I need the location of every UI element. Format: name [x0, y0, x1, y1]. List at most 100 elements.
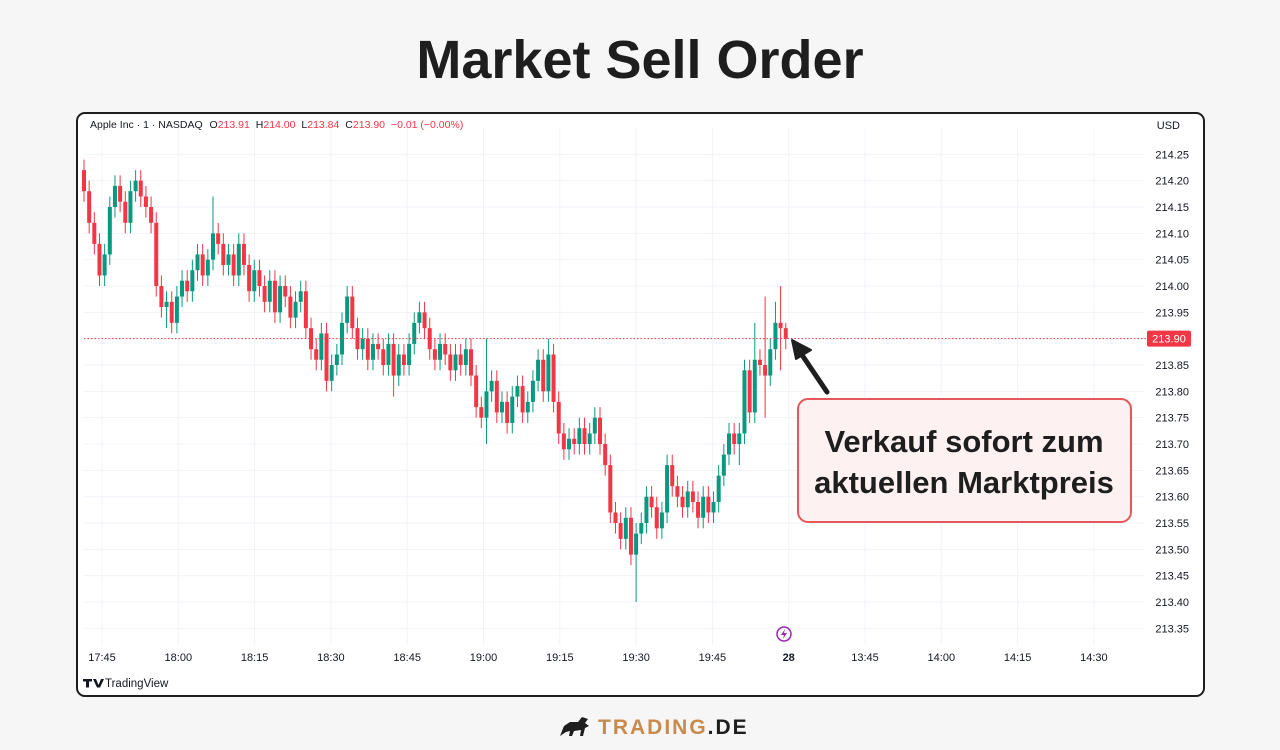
x-tick-label: 19:45 [699, 652, 727, 664]
last-price-tag [1147, 330, 1191, 347]
candle-body [87, 191, 92, 223]
x-tick-label: 18:30 [317, 652, 345, 664]
candle-body [319, 333, 324, 360]
brand-text: TRADING.DE [598, 716, 749, 739]
candle-body [350, 296, 355, 329]
candle-body [365, 338, 370, 360]
candle-body [665, 465, 670, 513]
candle-body [489, 380, 494, 392]
candles [82, 159, 788, 603]
low-value: 213.84 [307, 119, 339, 131]
x-tick-label: 28 [783, 652, 795, 664]
watermark: TradingView [83, 678, 169, 690]
candle-body [644, 496, 649, 524]
open-label: O [210, 119, 218, 131]
x-tick-label: 18:15 [241, 652, 269, 664]
candle-body [107, 207, 112, 255]
candle-body [231, 254, 236, 276]
candle-body [324, 333, 329, 381]
candle-body [515, 386, 520, 397]
currency: USD [1157, 120, 1180, 132]
candle-body [432, 349, 437, 360]
candle-body [118, 185, 123, 202]
candle-body [587, 433, 592, 445]
annotation-box [797, 398, 1132, 523]
candle-body [701, 496, 706, 518]
y-tick-label: 213.85 [1155, 360, 1189, 372]
candle-body [494, 380, 499, 413]
candle-body [97, 243, 102, 276]
candle-body [623, 517, 628, 539]
brand-name: TRADING [598, 716, 708, 739]
candle-body [391, 343, 396, 376]
candle-body [149, 207, 154, 223]
candle-body [205, 259, 210, 276]
candle-body [561, 433, 566, 450]
candle-body [174, 296, 179, 323]
candle-body [711, 501, 716, 513]
candle-body [370, 343, 375, 360]
event-bolt [781, 629, 787, 639]
candle-body [278, 286, 283, 313]
arrow-head [791, 339, 812, 360]
candle-body [696, 501, 701, 518]
candle-body [195, 254, 200, 271]
candle-body [768, 349, 773, 376]
candle-body [525, 401, 530, 413]
candle-body [536, 359, 541, 381]
annotation: Verkauf sofort zum aktuellen Marktpreis [791, 339, 1132, 523]
candle-body [293, 301, 298, 318]
x-tick-label: 19:00 [470, 652, 498, 664]
candle-body [763, 365, 768, 376]
candle-body [479, 407, 484, 418]
symbol: Apple Inc · 1 · NASDAQ [90, 119, 203, 131]
candle-body [706, 496, 711, 513]
candle-body [541, 359, 546, 392]
candle-body [773, 322, 778, 350]
candle-body [469, 349, 473, 376]
candle-body [427, 328, 432, 350]
candle-body [649, 496, 654, 508]
y-tick-label: 214.05 [1155, 255, 1189, 267]
candle-body [334, 354, 339, 366]
low-label: L [301, 119, 307, 131]
candle-body [340, 322, 344, 355]
x-tick-label: 14:00 [928, 652, 956, 664]
candle-body [778, 322, 783, 329]
candle-body [603, 444, 608, 466]
candle-body [659, 512, 664, 529]
y-tick-label: 214.20 [1155, 176, 1189, 188]
candle-body [443, 343, 448, 355]
candle-body [577, 428, 582, 445]
candle-body [226, 254, 231, 265]
candle-body [499, 401, 504, 413]
y-tick-label: 213.35 [1155, 623, 1189, 635]
candle-body [732, 433, 737, 445]
annotation-line: Verkauf sofort zum [824, 424, 1103, 459]
candle-body [252, 270, 257, 292]
candle-body [448, 354, 453, 371]
watermark-text: TradingView [105, 678, 169, 690]
candle-body [747, 370, 752, 413]
x-tick-label: 14:30 [1080, 652, 1108, 664]
candle-body [401, 354, 406, 366]
candle-body [221, 243, 226, 265]
arrow-shaft [797, 349, 830, 395]
candle-body [257, 270, 262, 287]
candle-body [613, 512, 618, 524]
y-tick-label: 213.75 [1155, 413, 1189, 425]
candle-body [102, 254, 107, 276]
y-tick-label: 214.10 [1155, 228, 1189, 240]
candle-body [164, 301, 169, 308]
last-price-label: 213.90 [1152, 334, 1186, 346]
change: −0.01 (−0.00%) [391, 119, 463, 131]
candle-body [752, 359, 757, 413]
candle-body [82, 170, 86, 192]
candle-body [169, 301, 174, 323]
candle-body [567, 438, 572, 450]
y-tick-label: 213.40 [1155, 597, 1189, 609]
candle-body [133, 180, 138, 192]
x-tick-label: 17:45 [88, 652, 116, 664]
candle-body [123, 201, 128, 223]
